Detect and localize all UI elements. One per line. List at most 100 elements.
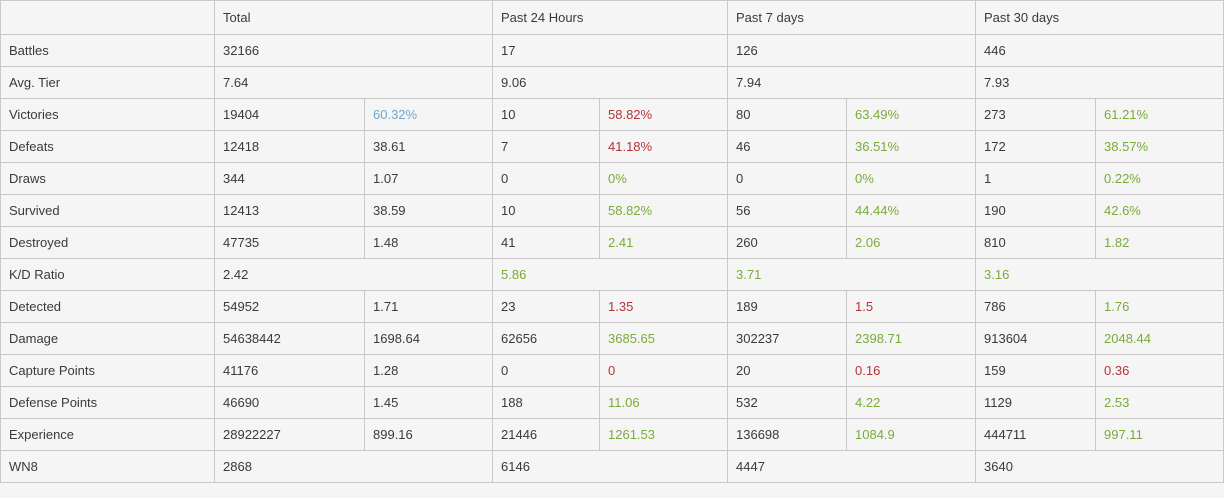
damage-past-24-hours-value: 62656 [492, 322, 600, 355]
capture-points-past-7-days-value: 20 [727, 354, 847, 387]
k-d-ratio-past-30-days-value: 3.16 [975, 258, 1224, 291]
table-row: WN8 2868 6146 4447 3640 [0, 450, 1224, 483]
row-label-wn8: WN8 [0, 450, 215, 483]
table-header-row: Total Past 24 Hours Past 7 days Past 30 … [0, 0, 1224, 35]
row-label-capture-points: Capture Points [0, 354, 215, 387]
defeats-past-24-hours-value: 7 [492, 130, 600, 163]
table-row: Victories 19404 60.32% 10 58.82% 80 63.49% 273 6… [0, 98, 1224, 131]
survived-past-30-days-rate: 42.6% [1095, 194, 1224, 227]
battles-total-value: 32166 [214, 34, 493, 67]
detected-total-value: 54952 [214, 290, 365, 323]
defeats-past-7-days-rate: 36.51% [846, 130, 976, 163]
draws-past-7-days-rate: 0% [846, 162, 976, 195]
avg-tier-past-24-hours-value: 9.06 [492, 66, 728, 99]
row-label-defeats: Defeats [0, 130, 215, 163]
capture-points-past-24-hours-value: 0 [492, 354, 600, 387]
table-row: Damage 54638442 1698.64 62656 3685.65 302237 2… [0, 322, 1224, 355]
defeats-total-rate: 38.61 [364, 130, 493, 163]
experience-past-7-days-rate: 1084.9 [846, 418, 976, 451]
table-row: K/D Ratio 2.42 5.86 3.71 3.16 [0, 258, 1224, 291]
capture-points-past-30-days-value: 159 [975, 354, 1096, 387]
table-body: Battles 32166 17 126 446 Avg. Tier 7.64 9.06 7.9… [0, 34, 1224, 483]
experience-past-24-hours-value: 21446 [492, 418, 600, 451]
defeats-past-30-days-rate: 38.57% [1095, 130, 1224, 163]
draws-total-value: 344 [214, 162, 365, 195]
victories-past-30-days-value: 273 [975, 98, 1096, 131]
table-row: Survived 12413 38.59 10 58.82% 56 44.44% 190 42.… [0, 194, 1224, 227]
victories-total-value: 19404 [214, 98, 365, 131]
row-label-draws: Draws [0, 162, 215, 195]
row-label-defense-points: Defense Points [0, 386, 215, 419]
detected-past-24-hours-value: 23 [492, 290, 600, 323]
survived-total-rate: 38.59 [364, 194, 493, 227]
experience-total-rate: 899.16 [364, 418, 493, 451]
experience-past-24-hours-rate: 1261.53 [599, 418, 728, 451]
wn8-past-24-hours-value: 6146 [492, 450, 728, 483]
experience-past-7-days-value: 136698 [727, 418, 847, 451]
capture-points-total-rate: 1.28 [364, 354, 493, 387]
defeats-past-24-hours-rate: 41.18% [599, 130, 728, 163]
k-d-ratio-past-24-hours-value: 5.86 [492, 258, 728, 291]
draws-past-30-days-value: 1 [975, 162, 1096, 195]
draws-past-24-hours-value: 0 [492, 162, 600, 195]
capture-points-total-value: 41176 [214, 354, 365, 387]
experience-past-30-days-value: 444711 [975, 418, 1096, 451]
capture-points-past-7-days-rate: 0.16 [846, 354, 976, 387]
defense-points-past-30-days-rate: 2.53 [1095, 386, 1224, 419]
defeats-total-value: 12418 [214, 130, 365, 163]
k-d-ratio-past-7-days-value: 3.71 [727, 258, 976, 291]
defense-points-past-30-days-value: 1129 [975, 386, 1096, 419]
battles-past-24-hours-value: 17 [492, 34, 728, 67]
k-d-ratio-total-value: 2.42 [214, 258, 493, 291]
experience-past-30-days-rate: 997.11 [1095, 418, 1224, 451]
defense-points-past-7-days-value: 532 [727, 386, 847, 419]
player-stats-table: Total Past 24 Hours Past 7 days Past 30 … [0, 0, 1224, 483]
row-label-damage: Damage [0, 322, 215, 355]
detected-past-24-hours-rate: 1.35 [599, 290, 728, 323]
victories-past-24-hours-value: 10 [492, 98, 600, 131]
table-row: Defeats 12418 38.61 7 41.18% 46 36.51% 172 38.57… [0, 130, 1224, 163]
survived-past-24-hours-rate: 58.82% [599, 194, 728, 227]
survived-past-7-days-value: 56 [727, 194, 847, 227]
experience-total-value: 28922227 [214, 418, 365, 451]
wn8-past-7-days-value: 4447 [727, 450, 976, 483]
capture-points-past-30-days-rate: 0.36 [1095, 354, 1224, 387]
survived-past-24-hours-value: 10 [492, 194, 600, 227]
defeats-past-7-days-value: 46 [727, 130, 847, 163]
destroyed-past-7-days-rate: 2.06 [846, 226, 976, 259]
avg-tier-past-30-days-value: 7.93 [975, 66, 1224, 99]
damage-total-value: 54638442 [214, 322, 365, 355]
table-row: Avg. Tier 7.64 9.06 7.94 7.93 [0, 66, 1224, 99]
row-label-experience: Experience [0, 418, 215, 451]
damage-past-30-days-value: 913604 [975, 322, 1096, 355]
table-row: Capture Points 41176 1.28 0 0 20 0.16 159 0.36 [0, 354, 1224, 387]
damage-past-30-days-rate: 2048.44 [1095, 322, 1224, 355]
destroyed-past-30-days-rate: 1.82 [1095, 226, 1224, 259]
defense-points-past-7-days-rate: 4.22 [846, 386, 976, 419]
row-label-avg-tier: Avg. Tier [0, 66, 215, 99]
avg-tier-total-value: 7.64 [214, 66, 493, 99]
capture-points-past-24-hours-rate: 0 [599, 354, 728, 387]
survived-past-30-days-value: 190 [975, 194, 1096, 227]
defense-points-total-value: 46690 [214, 386, 365, 419]
header-past-30-days: Past 30 days [975, 0, 1224, 35]
detected-past-7-days-rate: 1.5 [846, 290, 976, 323]
defense-points-total-rate: 1.45 [364, 386, 493, 419]
victories-past-7-days-rate: 63.49% [846, 98, 976, 131]
table-row: Destroyed 47735 1.48 41 2.41 260 2.06 810 1.82 [0, 226, 1224, 259]
wn8-past-30-days-value: 3640 [975, 450, 1224, 483]
table-row: Detected 54952 1.71 23 1.35 189 1.5 786 1.76 [0, 290, 1224, 323]
damage-total-rate: 1698.64 [364, 322, 493, 355]
survived-past-7-days-rate: 44.44% [846, 194, 976, 227]
row-label-destroyed: Destroyed [0, 226, 215, 259]
row-label-victories: Victories [0, 98, 215, 131]
destroyed-past-24-hours-value: 41 [492, 226, 600, 259]
destroyed-past-7-days-value: 260 [727, 226, 847, 259]
victories-past-24-hours-rate: 58.82% [599, 98, 728, 131]
draws-total-rate: 1.07 [364, 162, 493, 195]
draws-past-24-hours-rate: 0% [599, 162, 728, 195]
table-row: Defense Points 46690 1.45 188 11.06 532 4.22 11… [0, 386, 1224, 419]
battles-past-7-days-value: 126 [727, 34, 976, 67]
detected-past-7-days-value: 189 [727, 290, 847, 323]
table-row: Draws 344 1.07 0 0% 0 0% 1 0.22% [0, 162, 1224, 195]
